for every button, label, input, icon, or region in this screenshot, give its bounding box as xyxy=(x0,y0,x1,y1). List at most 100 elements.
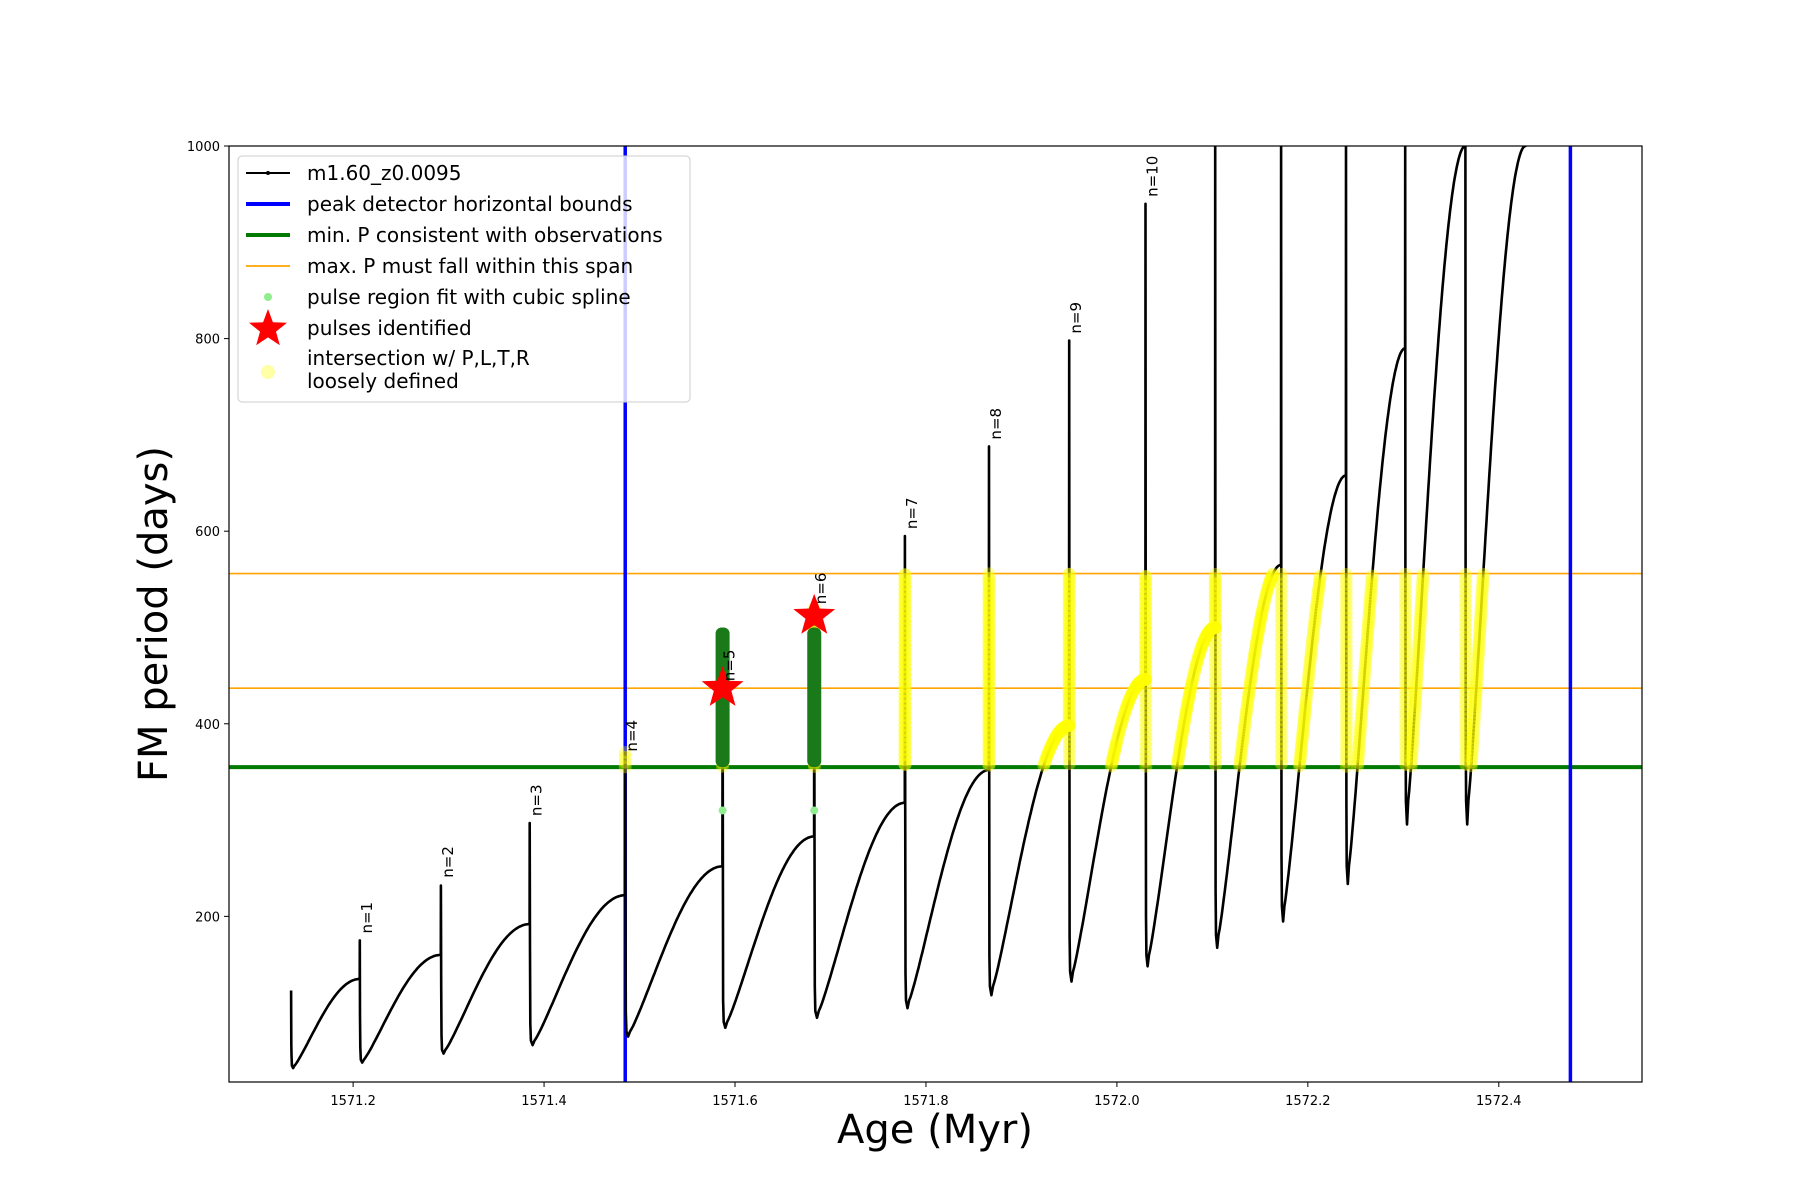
intersection-point xyxy=(1409,689,1423,703)
x-tick-label: 1572.0 xyxy=(1094,1094,1140,1109)
intersection-point xyxy=(1138,672,1152,686)
intersection-point xyxy=(1128,682,1142,696)
intersection-point xyxy=(1203,623,1217,637)
intersection-point xyxy=(1302,665,1316,679)
intersection-point xyxy=(1193,645,1207,659)
intersection-point xyxy=(1257,597,1271,611)
intersection-point xyxy=(1296,720,1310,734)
intersection-point xyxy=(1191,651,1205,665)
intersection-point xyxy=(618,746,632,760)
intersection-point xyxy=(898,655,912,669)
intersection-point xyxy=(1274,684,1288,698)
intersection-point xyxy=(1409,686,1423,700)
legend-handle-spline xyxy=(264,293,272,301)
intersection-point xyxy=(1470,674,1484,688)
intersection-point xyxy=(1339,697,1353,711)
intersection-point xyxy=(982,601,996,615)
intersection-point xyxy=(1459,758,1473,772)
intersection-point xyxy=(1476,567,1490,581)
intersection-point xyxy=(1296,723,1310,737)
intersection-point xyxy=(1474,612,1488,626)
intersection-point xyxy=(1398,592,1412,606)
intersection-point xyxy=(1062,694,1076,708)
intersection-point xyxy=(1252,620,1266,634)
intersection-point xyxy=(898,587,912,601)
intersection-point xyxy=(1351,758,1365,772)
intersection-point xyxy=(1459,587,1473,601)
intersection-point xyxy=(1139,628,1153,642)
intersection-point xyxy=(1362,607,1376,621)
intersection-point xyxy=(982,640,996,654)
intersection-point xyxy=(1190,655,1204,669)
intersection-point xyxy=(1208,591,1222,605)
intersection-point xyxy=(1398,601,1412,615)
intersection-point xyxy=(1356,687,1370,701)
intersection-point xyxy=(898,612,912,626)
intersection-point xyxy=(1310,599,1324,613)
intersection-point xyxy=(1256,599,1270,613)
intersection-point xyxy=(1062,572,1076,586)
intersection-point xyxy=(1138,638,1152,652)
intersection-point xyxy=(1365,575,1379,589)
intersection-point xyxy=(1105,755,1119,769)
intersection-point xyxy=(898,719,912,733)
intersection-point xyxy=(1061,719,1075,733)
intersection-point xyxy=(1182,688,1196,702)
y-tick-label: 400 xyxy=(195,718,220,733)
intersection-point xyxy=(1261,580,1275,594)
intersection-point xyxy=(1251,626,1265,640)
intersection-point xyxy=(898,617,912,631)
intersection-point xyxy=(1305,637,1319,651)
intersection-point xyxy=(1243,680,1257,694)
intersection-point xyxy=(1051,726,1065,740)
intersection-point xyxy=(898,621,912,635)
intersection-point xyxy=(1471,646,1485,660)
intersection-point xyxy=(982,713,996,727)
intersection-point xyxy=(1138,609,1152,623)
intersection-point xyxy=(898,757,912,771)
intersection-point xyxy=(1139,623,1153,637)
intersection-point xyxy=(1293,756,1307,770)
intersection-point xyxy=(1459,592,1473,606)
intersection-point xyxy=(1176,724,1190,738)
intersection-point xyxy=(1313,574,1327,588)
x-tick-label: 1571.8 xyxy=(903,1094,949,1109)
intersection-point xyxy=(1108,741,1122,755)
intersection-point xyxy=(898,621,912,635)
intersection-point xyxy=(982,742,996,756)
intersection-point xyxy=(1358,665,1372,679)
intersection-point xyxy=(1062,665,1076,679)
intersection-point xyxy=(898,685,912,699)
intersection-point xyxy=(1138,599,1152,613)
intersection-point xyxy=(1295,738,1309,752)
intersection-point xyxy=(1313,572,1327,586)
intersection-point xyxy=(1339,663,1353,677)
intersection-point xyxy=(898,694,912,708)
intersection-point xyxy=(1186,673,1200,687)
intersection-point xyxy=(1398,635,1412,649)
intersection-point xyxy=(1413,618,1427,632)
intersection-point xyxy=(1274,674,1288,688)
intersection-point xyxy=(1399,739,1413,753)
intersection-point xyxy=(1302,669,1316,683)
intersection-point xyxy=(1356,684,1370,698)
intersection-point xyxy=(1412,634,1426,648)
intersection-point xyxy=(1398,616,1412,630)
intersection-point xyxy=(1062,742,1076,756)
intersection-point xyxy=(1139,604,1153,618)
intersection-point xyxy=(1062,694,1076,708)
intersection-point xyxy=(1138,579,1152,593)
intersection-point xyxy=(1399,726,1413,740)
intersection-point xyxy=(1459,596,1473,610)
intersection-point xyxy=(1174,733,1188,747)
intersection-point xyxy=(1339,683,1353,697)
x-tick-label: 1572.2 xyxy=(1285,1094,1331,1109)
intersection-point xyxy=(1062,606,1076,620)
intersection-point xyxy=(1410,662,1424,676)
intersection-point xyxy=(1139,584,1153,598)
intersection-point xyxy=(1208,660,1222,674)
intersection-point xyxy=(1472,640,1486,654)
intersection-point xyxy=(1062,684,1076,698)
intersection-point xyxy=(1050,728,1064,742)
intersection-point xyxy=(1339,702,1353,716)
